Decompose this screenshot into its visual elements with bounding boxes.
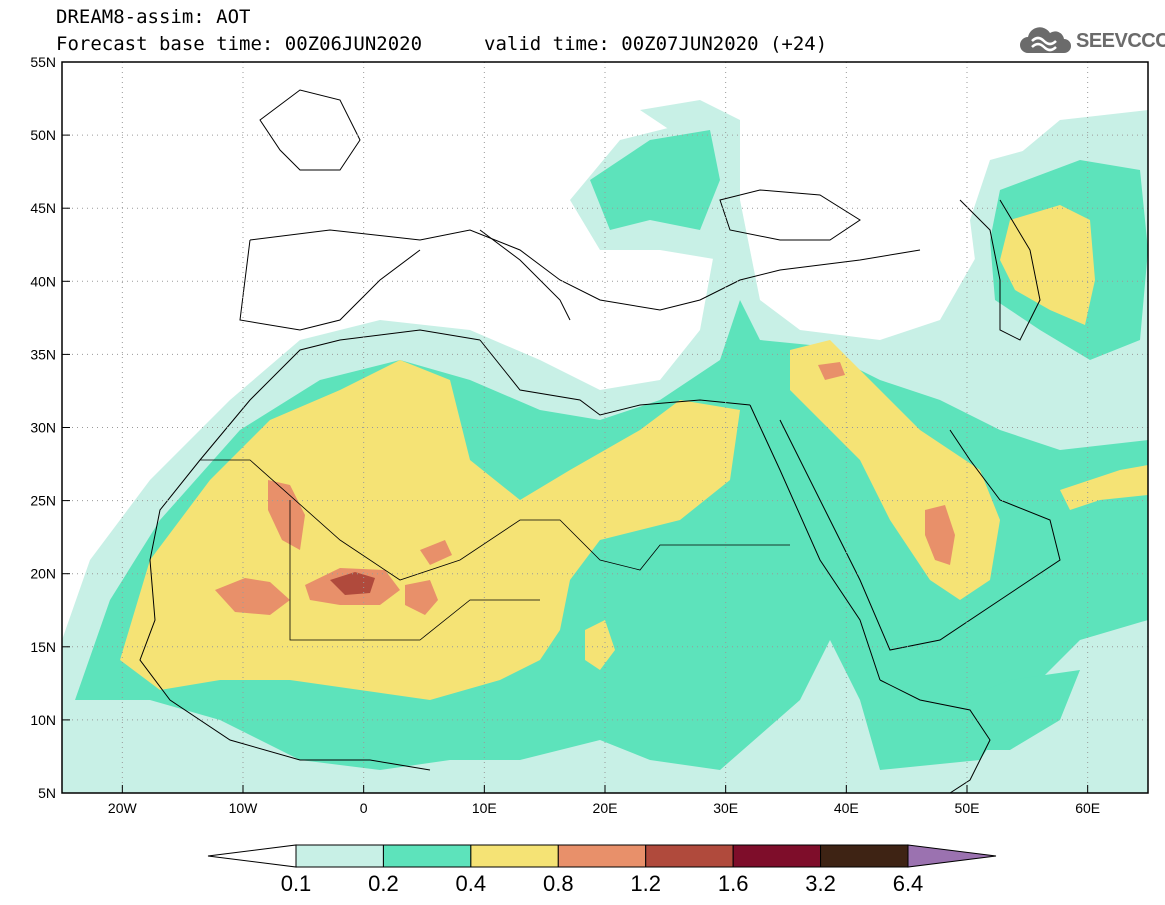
colorbar-label: 3.2: [805, 871, 836, 896]
lon-label: 0: [360, 800, 368, 816]
aot-field: [62, 100, 1148, 793]
colorbar-label: 0.8: [543, 871, 574, 896]
gridlines: [62, 62, 1148, 793]
aot-band-0.2-danube: [590, 130, 720, 230]
colorbar-segment: [295, 844, 384, 868]
colorbar-label: 0.1: [281, 871, 312, 896]
valid-time: valid time: 00Z07JUN2020 (+24): [484, 33, 828, 55]
lon-label: 10W: [229, 800, 259, 816]
colorbar-high-arrow: [907, 844, 997, 868]
longitude-labels: 20W 10W 0 10E 20E 30E 40E 50E 60E: [108, 785, 1100, 816]
aot-band-0.4-turan: [1000, 205, 1095, 325]
lat-label: 50N: [30, 127, 56, 143]
coastline-red-sea: [749, 404, 881, 681]
lat-label: 10N: [30, 712, 56, 728]
colorbar-segment: [645, 844, 734, 868]
logo-text: SEEVCCC: [1076, 30, 1165, 52]
colorbar-label: 6.4: [893, 871, 924, 896]
lat-label: 55N: [30, 54, 56, 70]
lat-label: 45N: [30, 200, 56, 216]
coastlines: [139, 89, 1061, 793]
colorbar-segment: [382, 844, 472, 868]
coastline-caspian: [959, 199, 1041, 341]
aot-band-0.8-syria: [818, 362, 845, 380]
colorbar: 0.1 0.2 0.4 0.8 1.2 1.6 3.2 6.4: [207, 844, 997, 896]
lon-label: 50E: [955, 800, 980, 816]
lat-label: 40N: [30, 273, 56, 289]
aot-band-0.4-chad: [585, 620, 615, 670]
border-sahara: [200, 459, 790, 581]
colorbar-label: 1.6: [718, 871, 749, 896]
aot-band-0.4-gulf: [1060, 465, 1148, 510]
map-title: DREAM8-assim: AOT: [56, 6, 251, 28]
lat-label: 30N: [30, 420, 56, 436]
lon-label: 20E: [593, 800, 618, 816]
coastline-italy: [479, 229, 571, 321]
forecast-base-time: Forecast base time: 00Z06JUN2020: [56, 33, 423, 55]
aot-band-0.8-arabia: [925, 505, 955, 565]
aot-band-0.8-mali: [215, 578, 290, 615]
seevccc-logo: SEEVCCC: [1018, 25, 1165, 57]
colorbar-label: 1.2: [630, 871, 661, 896]
coastline-uk: [259, 89, 361, 171]
colorbar-segment: [470, 844, 559, 868]
colorbar-label: 0.4: [456, 871, 487, 896]
coastline-africa-west: [139, 329, 481, 771]
lat-label: 20N: [30, 566, 56, 582]
lon-label: 40E: [834, 800, 859, 816]
lon-label: 20W: [108, 800, 138, 816]
border-sahel: [289, 500, 540, 641]
colorbar-segment: [732, 844, 822, 868]
lat-label: 25N: [30, 493, 56, 509]
latitude-labels: 55N 50N 45N 40N 35N 30N 25N 20N 15N 10N 5N: [30, 54, 70, 801]
coastline-iberia: [239, 239, 421, 331]
cloud-icon: [1020, 27, 1071, 53]
lon-label: 60E: [1075, 800, 1100, 816]
lat-label: 5N: [38, 785, 56, 801]
coastline-arabia: [779, 419, 1061, 651]
lon-label: 10E: [472, 800, 497, 816]
colorbar-label: 0.2: [368, 871, 399, 896]
aot-band-0.4: [120, 360, 740, 700]
lon-label: 30E: [713, 800, 738, 816]
lat-label: 15N: [30, 639, 56, 655]
coastline-black-sea: [719, 189, 861, 241]
lat-label: 35N: [30, 346, 56, 362]
coastline-europe: [249, 229, 921, 311]
aot-band-0.8-algeria: [268, 480, 305, 550]
colorbar-segment: [820, 844, 909, 868]
colorbar-segment: [557, 844, 647, 868]
aot-band-0.2-somalia: [960, 670, 1080, 750]
aot-band-0.8-chad: [405, 580, 438, 615]
colorbar-low-arrow: [207, 844, 297, 868]
coastline-north-africa: [479, 339, 751, 416]
aot-band-0.8-nigeria: [420, 540, 452, 565]
